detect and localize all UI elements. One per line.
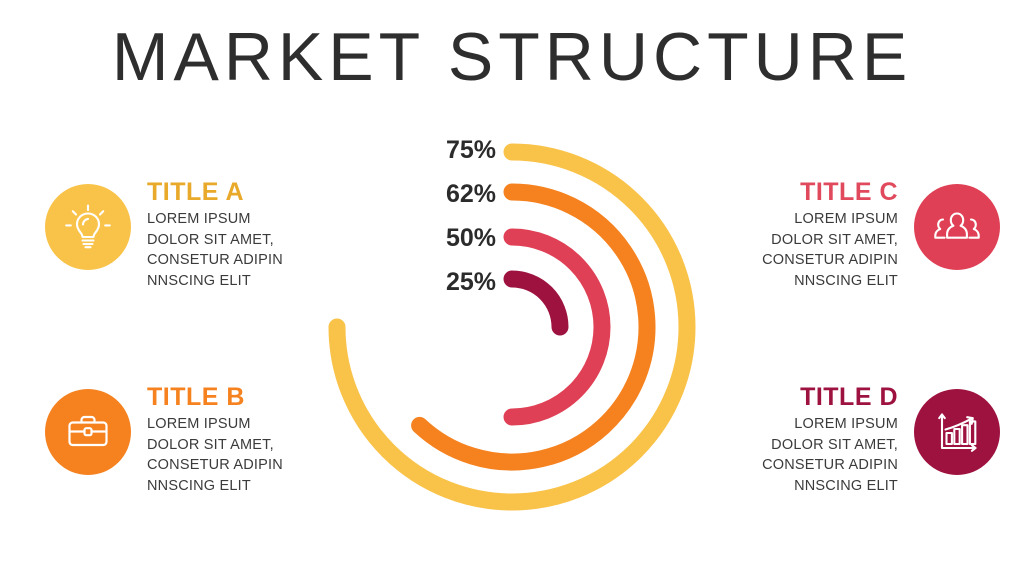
info-block-d-title: TITLE D bbox=[800, 383, 898, 411]
info-block-d[interactable]: TITLE D LOREM IPSUM DOLOR SIT AMET, CONS… bbox=[700, 383, 1000, 496]
info-block-a-body: LOREM IPSUM DOLOR SIT AMET, CONSETUR ADI… bbox=[147, 211, 283, 289]
radial-progress-chart bbox=[300, 115, 730, 545]
info-block-b-text: TITLE B LOREM IPSUM DOLOR SIT AMET, CONS… bbox=[131, 383, 345, 496]
info-block-b-title: TITLE B bbox=[147, 383, 245, 411]
percent-label-75: 75% bbox=[445, 136, 496, 164]
info-block-d-body: LOREM IPSUM DOLOR SIT AMET, CONSETUR ADI… bbox=[762, 416, 898, 494]
info-block-c[interactable]: TITLE C LOREM IPSUM DOLOR SIT AMET, CONS… bbox=[700, 178, 1000, 291]
info-block-b-body: LOREM IPSUM DOLOR SIT AMET, CONSETUR ADI… bbox=[147, 416, 283, 494]
info-block-a[interactable]: TITLE A LOREM IPSUM DOLOR SIT AMET, CONS… bbox=[45, 178, 345, 291]
info-block-c-body: LOREM IPSUM DOLOR SIT AMET, CONSETUR ADI… bbox=[762, 211, 898, 289]
people-group-icon bbox=[914, 184, 1000, 270]
arc-segment-50 bbox=[503, 228, 611, 426]
briefcase-icon bbox=[45, 389, 131, 475]
percent-label-50: 50% bbox=[445, 224, 496, 252]
info-block-a-title: TITLE A bbox=[147, 178, 245, 206]
arc-segment-75 bbox=[328, 143, 696, 511]
bar-chart-growth-icon bbox=[914, 389, 1000, 475]
arc-segment-62 bbox=[411, 183, 656, 471]
info-block-d-text: TITLE D LOREM IPSUM DOLOR SIT AMET, CONS… bbox=[700, 383, 914, 496]
info-block-a-text: TITLE A LOREM IPSUM DOLOR SIT AMET, CONS… bbox=[131, 178, 345, 291]
arc-segment-25 bbox=[503, 270, 569, 336]
lightbulb-icon bbox=[45, 184, 131, 270]
percent-label-25: 25% bbox=[445, 268, 496, 296]
percent-label-62: 62% bbox=[445, 180, 496, 208]
percent-legend: 75% 62% 50% 25% bbox=[400, 138, 496, 295]
info-block-c-title: TITLE C bbox=[800, 178, 898, 206]
info-block-b[interactable]: TITLE B LOREM IPSUM DOLOR SIT AMET, CONS… bbox=[45, 383, 345, 496]
page-title: MARKET STRUCTURE bbox=[111, 19, 913, 95]
info-block-c-text: TITLE C LOREM IPSUM DOLOR SIT AMET, CONS… bbox=[700, 178, 914, 291]
